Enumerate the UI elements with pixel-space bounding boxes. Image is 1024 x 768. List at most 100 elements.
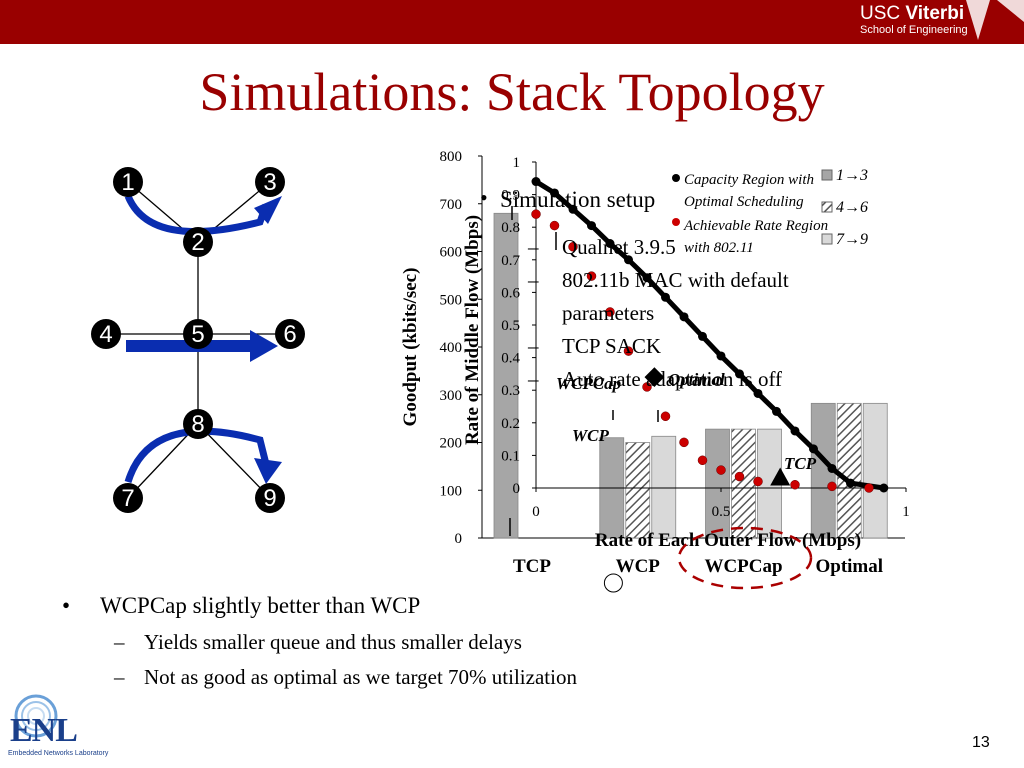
achievable-point bbox=[549, 220, 560, 231]
brand-viterbi: Viterbi bbox=[905, 3, 965, 24]
scatter-y-tick-label: 0.1 bbox=[501, 448, 520, 464]
node-1 bbox=[113, 167, 143, 197]
y-tick-label: 400 bbox=[440, 340, 463, 356]
node-7 bbox=[113, 483, 143, 513]
achievable-point bbox=[716, 465, 726, 475]
achievable-point bbox=[790, 479, 800, 490]
achievable-point bbox=[697, 455, 708, 466]
capacity-point bbox=[550, 188, 559, 198]
scatter-y-tick-label: 0.7 bbox=[501, 253, 520, 269]
flow-7-9-arrow bbox=[124, 427, 270, 484]
bar bbox=[705, 428, 730, 539]
capacity-point bbox=[698, 331, 707, 341]
scatter-y-axis-title: Rate of Middle Flow (Mbps) bbox=[462, 215, 483, 445]
brand-wedge bbox=[966, 0, 1024, 40]
capacity-point bbox=[587, 221, 596, 231]
flow-1-3-arrow bbox=[124, 194, 270, 235]
scatter-y-tick-label: 0.2 bbox=[501, 416, 520, 432]
node-6 bbox=[275, 319, 305, 349]
bar bbox=[731, 428, 756, 539]
node-3 bbox=[255, 167, 285, 197]
scatter-y-tick-label: 0.5 bbox=[501, 318, 520, 334]
capacity-point bbox=[753, 388, 763, 398]
achievable-point bbox=[679, 437, 689, 448]
node-label: 4 bbox=[99, 321, 112, 348]
node-label: 3 bbox=[263, 169, 276, 196]
node-2 bbox=[183, 227, 213, 257]
tcp-marker bbox=[770, 467, 791, 486]
scatter-y-tick-label: 0.8 bbox=[501, 220, 520, 236]
y-tick-label: 100 bbox=[440, 483, 463, 499]
capacity-point bbox=[846, 478, 855, 488]
capacity-point bbox=[809, 444, 818, 454]
achievable-point bbox=[642, 382, 652, 392]
capacity-point bbox=[642, 273, 652, 283]
legend-capacity-label: Capacity Region with bbox=[684, 172, 814, 188]
scatter-x-tick-label: 1 bbox=[902, 504, 910, 520]
bar bbox=[836, 402, 862, 539]
node-4 bbox=[91, 319, 121, 349]
usc-viterbi-logo: USC Viterbi School of Engineering bbox=[860, 4, 968, 37]
node-label: 9 bbox=[263, 485, 276, 512]
capacity-point bbox=[879, 483, 889, 493]
legend-achievable-dot bbox=[672, 218, 680, 226]
x-category-label: WCP bbox=[616, 556, 661, 577]
page-number: 13 bbox=[972, 734, 990, 751]
bar bbox=[625, 442, 651, 539]
achievable-point bbox=[623, 346, 634, 356]
capacity-point bbox=[624, 255, 633, 265]
capacity-point bbox=[568, 204, 578, 214]
y-tick-label: 0 bbox=[455, 531, 463, 547]
legend-achievable-label-2: with 802.11 bbox=[684, 240, 754, 256]
scatter-x-tick-label: 0 bbox=[532, 504, 540, 520]
y-tick-label: 800 bbox=[440, 149, 463, 165]
scatter-y-tick-label: 0 bbox=[513, 481, 521, 497]
achievable-point bbox=[531, 209, 541, 219]
y-axis-title: Goodput (kbits/sec) bbox=[400, 268, 421, 427]
node-label: 2 bbox=[191, 229, 204, 256]
capacity-point bbox=[716, 351, 726, 361]
node-5 bbox=[183, 319, 213, 349]
y-tick-label: 500 bbox=[440, 292, 463, 308]
capacity-point bbox=[827, 463, 837, 473]
brand-usc: USC bbox=[860, 3, 906, 24]
legend-achievable-label: Achievable Rate Region bbox=[683, 218, 828, 234]
scatter-y-tick-label: 0.4 bbox=[501, 351, 520, 367]
highlight-ellipse bbox=[677, 526, 813, 590]
x-category-label: WCPCap bbox=[704, 556, 782, 577]
brand-school: School of Engineering bbox=[860, 24, 968, 36]
node-label: 1 bbox=[121, 169, 134, 196]
legend-swatch bbox=[821, 169, 833, 181]
wcpcap-marker bbox=[644, 367, 665, 388]
bar bbox=[493, 212, 519, 539]
achievable-point bbox=[753, 476, 763, 487]
bullet-list: • WCPCap slightly better than WCP – Yields… bbox=[62, 592, 577, 690]
y-tick-label: 600 bbox=[440, 245, 463, 261]
bar bbox=[810, 402, 836, 539]
achievable-point bbox=[586, 271, 597, 281]
achievable-point bbox=[864, 483, 874, 493]
legend-label: 1→3 bbox=[836, 167, 868, 184]
legend-label: 7→9 bbox=[836, 231, 868, 248]
achievable-point bbox=[827, 481, 837, 492]
achievable-point bbox=[734, 471, 745, 482]
wcp-marker bbox=[603, 573, 623, 593]
scatter-y-tick-label: 0.3 bbox=[501, 383, 520, 399]
achievable-point bbox=[660, 411, 671, 422]
bullet-sub: – Not as good as optimal as we target 70%… bbox=[114, 665, 577, 689]
scatter-y-tick-label: 1 bbox=[513, 155, 521, 171]
scatter-x-tick-label: 0.5 bbox=[712, 504, 731, 520]
slide-title: Simulations: Stack Topology bbox=[199, 62, 825, 122]
capacity-point bbox=[661, 292, 670, 302]
legend-swatch bbox=[821, 233, 833, 245]
achievable-point bbox=[605, 307, 615, 317]
legend-capacity-dot bbox=[672, 174, 680, 182]
legend-swatch bbox=[821, 201, 833, 213]
y-tick-label: 200 bbox=[440, 436, 463, 452]
legend-capacity-label-2: Optimal Scheduling bbox=[684, 194, 804, 210]
y-tick-label: 300 bbox=[440, 388, 463, 404]
bar bbox=[862, 402, 888, 539]
